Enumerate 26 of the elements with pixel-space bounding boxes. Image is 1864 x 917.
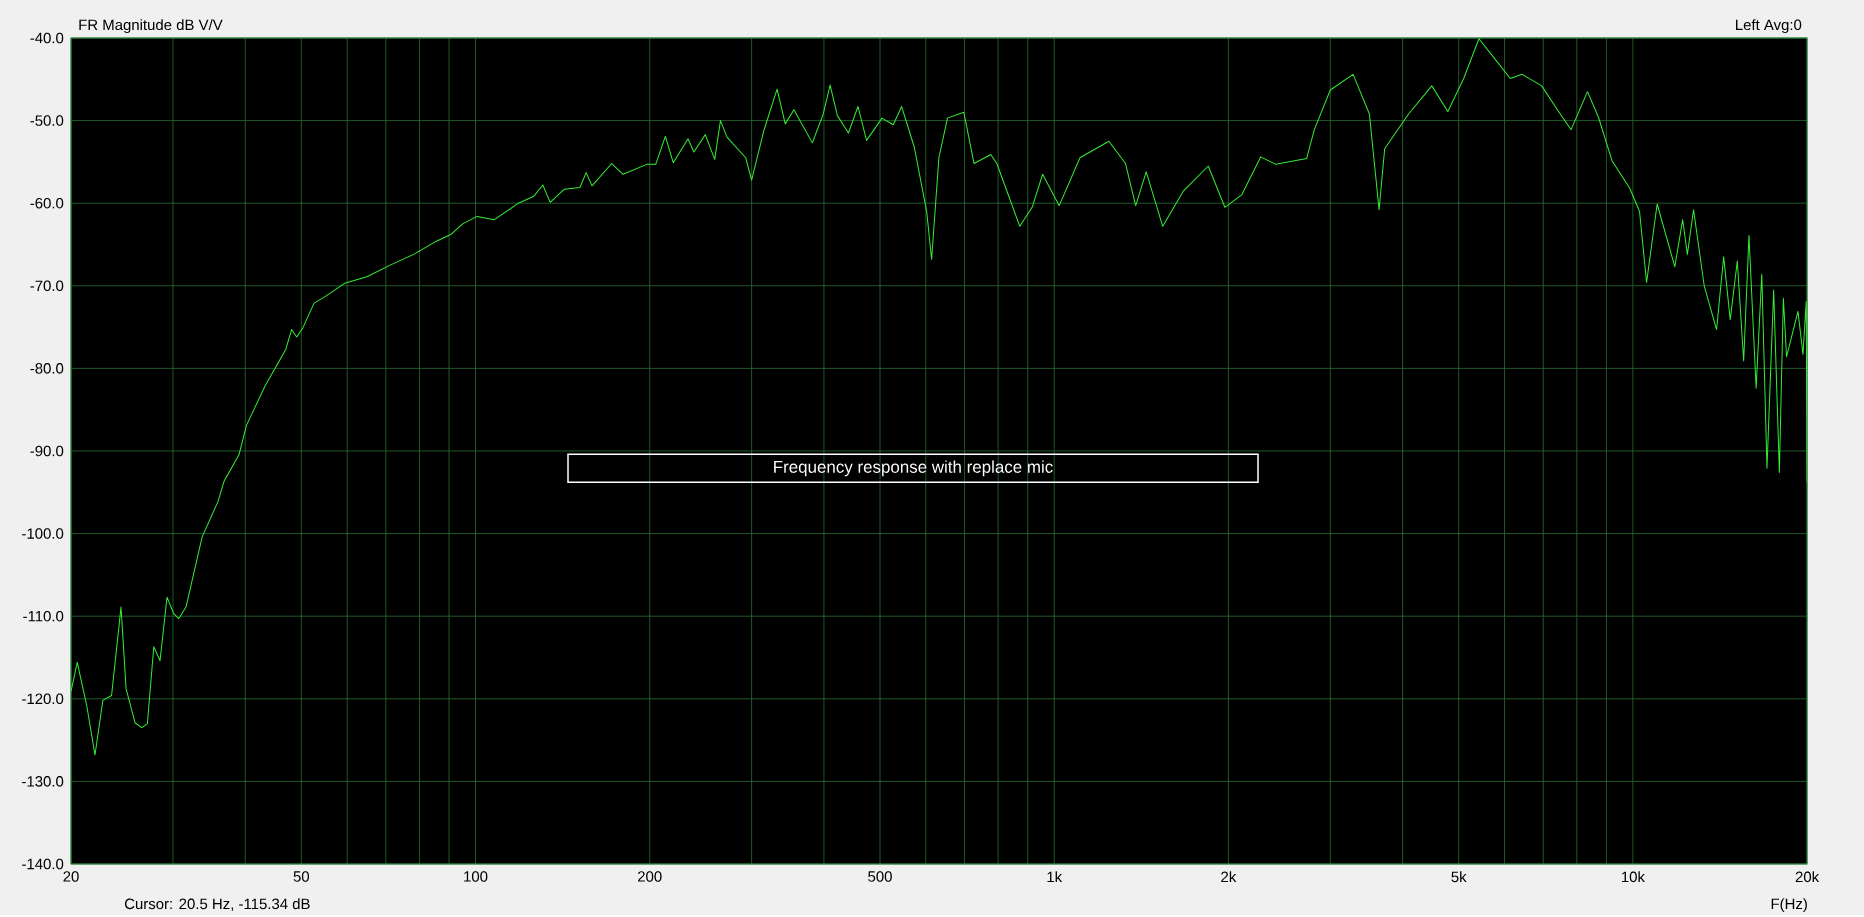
y-tick-label: -140.0: [22, 858, 64, 870]
text: Left Avg:0: [1736, 19, 1802, 34]
x-tick-label: 10k: [1622, 871, 1645, 883]
text: Cursor: 20.5 Hz, -115.34 dB: [124, 898, 310, 911]
annotation: Frequency response with replace mic: [774, 460, 1053, 477]
x-tick-label: 2k: [1221, 871, 1237, 882]
x-tick-label: 20: [63, 871, 79, 882]
x-tick-label: 20k: [1795, 871, 1820, 883]
x-tick-label: 5k: [1451, 871, 1467, 883]
x-tick-label: 100: [464, 871, 488, 882]
y-tick-label: -40.0: [30, 32, 64, 44]
y-tick-label: -130.0: [22, 776, 64, 787]
x-axis-title: F(Hz): [1771, 898, 1807, 913]
y-tick-label: -100.0: [22, 528, 64, 539]
x-tick-label: 1k: [1047, 871, 1063, 882]
y-tick-label: -50.0: [30, 115, 64, 126]
y-tick-label: -80.0: [30, 363, 64, 374]
y-tick-label: -110.0: [23, 610, 64, 622]
y-tick-label: -70.0: [30, 280, 64, 292]
y-tick-label: -90.0: [30, 445, 64, 457]
y-axis-title: FR Magnitude dB V/V: [79, 19, 223, 34]
y-tick-label: -120.0: [22, 693, 64, 705]
x-tick-label: 50: [293, 871, 310, 882]
x-tick-label: 200: [637, 871, 662, 882]
y-tick-label: -60.0: [30, 197, 64, 209]
x-tick-label: 500: [868, 871, 892, 882]
